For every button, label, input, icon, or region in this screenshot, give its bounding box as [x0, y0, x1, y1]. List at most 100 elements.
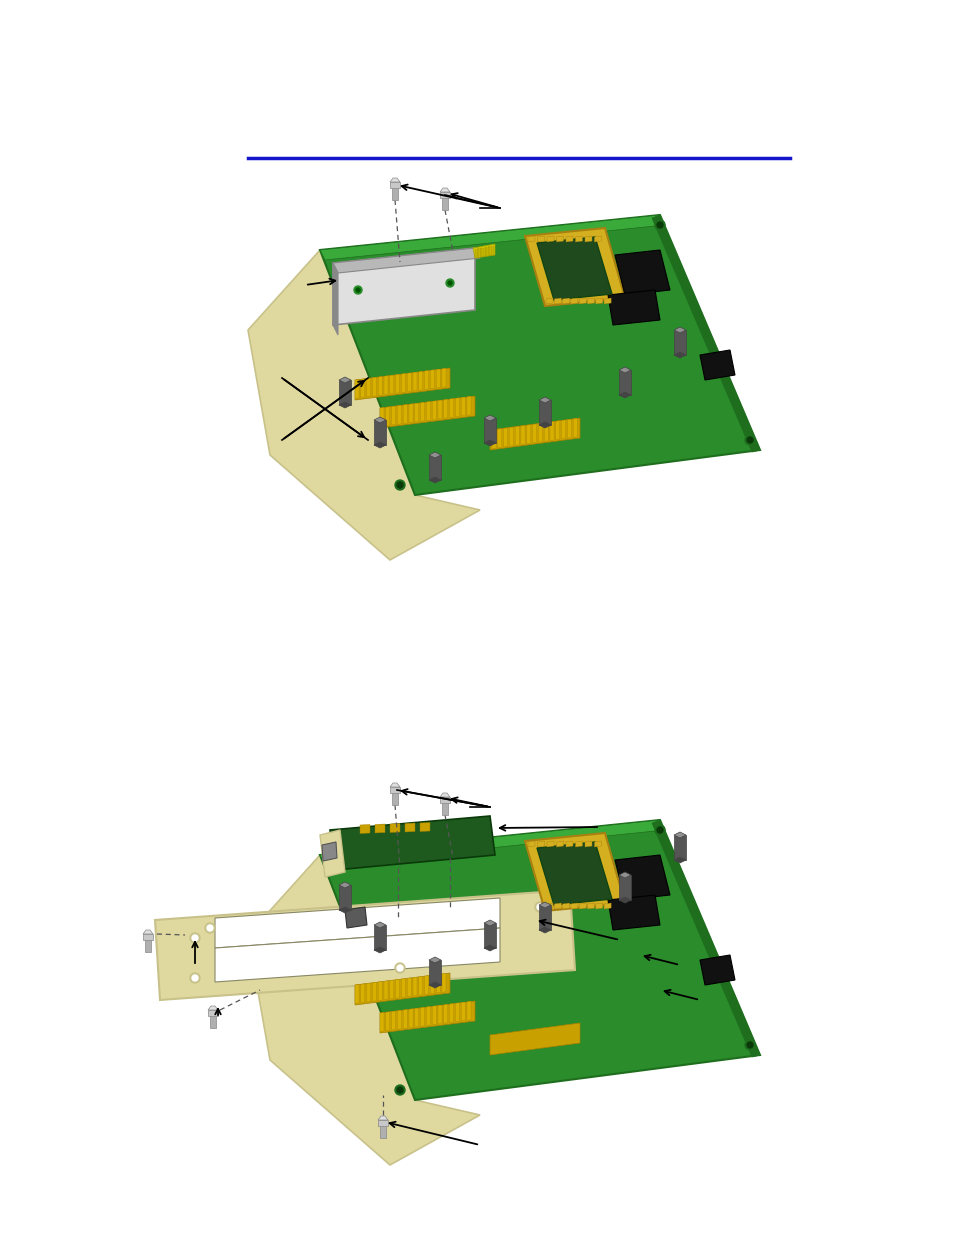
Polygon shape [403, 1009, 407, 1029]
Polygon shape [333, 263, 337, 335]
Polygon shape [355, 984, 358, 1004]
Polygon shape [455, 1003, 459, 1021]
Polygon shape [483, 415, 496, 421]
Polygon shape [594, 236, 601, 242]
Polygon shape [214, 898, 499, 948]
Polygon shape [483, 417, 496, 443]
Polygon shape [578, 903, 585, 909]
Polygon shape [413, 372, 416, 391]
Polygon shape [467, 1002, 471, 1020]
Polygon shape [390, 824, 399, 832]
Polygon shape [473, 245, 495, 258]
Circle shape [395, 963, 405, 973]
Polygon shape [538, 400, 551, 425]
Polygon shape [584, 841, 592, 847]
Polygon shape [618, 872, 630, 878]
Polygon shape [374, 923, 386, 927]
Polygon shape [520, 426, 524, 445]
Polygon shape [537, 237, 612, 300]
Polygon shape [537, 841, 544, 847]
Circle shape [746, 437, 752, 443]
Polygon shape [437, 400, 441, 419]
Polygon shape [439, 188, 450, 191]
Polygon shape [491, 246, 492, 254]
Polygon shape [483, 920, 496, 926]
Polygon shape [618, 391, 630, 398]
Polygon shape [401, 978, 405, 998]
Polygon shape [338, 885, 351, 910]
Polygon shape [550, 421, 554, 441]
Polygon shape [210, 1011, 215, 1028]
Polygon shape [407, 373, 411, 391]
Polygon shape [441, 194, 448, 210]
Polygon shape [375, 824, 385, 832]
Polygon shape [651, 820, 760, 1057]
Polygon shape [145, 936, 151, 952]
Polygon shape [615, 855, 669, 900]
Polygon shape [467, 396, 471, 415]
Polygon shape [537, 424, 542, 442]
Polygon shape [330, 816, 495, 869]
Polygon shape [700, 955, 734, 986]
Polygon shape [418, 976, 422, 995]
Polygon shape [397, 405, 401, 425]
Polygon shape [430, 974, 434, 994]
Polygon shape [479, 248, 480, 257]
Polygon shape [345, 906, 367, 927]
Polygon shape [570, 298, 578, 304]
Circle shape [744, 435, 754, 445]
Polygon shape [490, 1023, 579, 1055]
Polygon shape [392, 184, 397, 200]
Polygon shape [379, 1123, 386, 1137]
Polygon shape [570, 903, 578, 909]
Polygon shape [497, 429, 501, 448]
Polygon shape [489, 246, 490, 256]
Polygon shape [594, 841, 601, 847]
Polygon shape [385, 406, 390, 426]
Circle shape [657, 827, 662, 832]
Polygon shape [429, 960, 440, 986]
Polygon shape [391, 1011, 395, 1030]
Polygon shape [374, 417, 386, 424]
Polygon shape [443, 1004, 447, 1024]
Polygon shape [515, 426, 518, 446]
Polygon shape [673, 330, 685, 354]
Polygon shape [407, 978, 411, 997]
Polygon shape [385, 1011, 390, 1031]
Polygon shape [143, 934, 152, 940]
Polygon shape [603, 903, 611, 909]
Polygon shape [420, 1008, 424, 1026]
Polygon shape [429, 982, 440, 988]
Circle shape [207, 925, 213, 931]
Polygon shape [338, 403, 351, 408]
Polygon shape [372, 982, 376, 1002]
Polygon shape [587, 903, 594, 909]
Polygon shape [526, 425, 530, 443]
Polygon shape [429, 454, 440, 480]
Polygon shape [545, 903, 553, 909]
Circle shape [396, 965, 402, 971]
Polygon shape [377, 982, 382, 1000]
Circle shape [395, 1086, 405, 1095]
Polygon shape [372, 377, 376, 396]
Polygon shape [481, 248, 482, 257]
Circle shape [657, 222, 662, 228]
Polygon shape [395, 374, 399, 393]
Polygon shape [338, 377, 351, 383]
Polygon shape [596, 903, 602, 909]
Circle shape [192, 974, 198, 981]
Polygon shape [374, 925, 386, 950]
Polygon shape [379, 1013, 384, 1031]
Polygon shape [392, 789, 397, 805]
Polygon shape [409, 404, 413, 422]
Polygon shape [607, 290, 659, 325]
Circle shape [395, 480, 405, 490]
Circle shape [537, 904, 542, 910]
Polygon shape [556, 421, 559, 440]
Polygon shape [355, 973, 450, 1005]
Polygon shape [562, 298, 569, 304]
Polygon shape [377, 377, 382, 395]
Polygon shape [556, 236, 563, 242]
Polygon shape [379, 408, 384, 426]
Polygon shape [366, 378, 370, 396]
